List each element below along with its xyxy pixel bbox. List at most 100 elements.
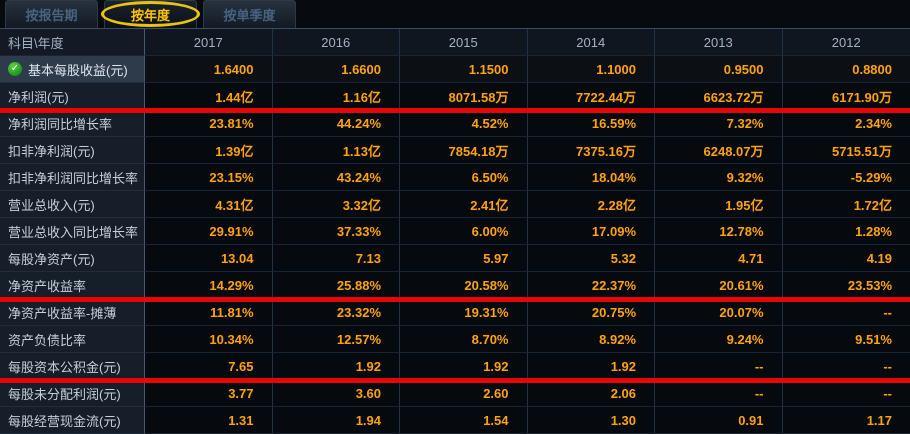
row-label-cell[interactable]: 扣非净利润同比增长率 — [0, 164, 145, 191]
cell-value: 1.6400 — [145, 56, 273, 83]
cell-value: 18.04% — [527, 164, 655, 191]
year-column-header[interactable]: 2016 — [272, 29, 400, 56]
tab-label: 按单季度 — [223, 8, 276, 23]
cell-value: 2.60 — [400, 380, 528, 407]
year-column-header[interactable]: 2017 — [145, 29, 273, 56]
cell-value: 19.31% — [400, 299, 528, 326]
table-row[interactable]: 营业总收入同比增长率 29.91% 37.33% 6.00% 17.09% 12… — [0, 218, 910, 245]
table-body: 基本每股收益(元) 1.6400 1.6600 1.1500 1.1000 0.… — [0, 56, 910, 434]
row-label: 每股净资产(元) — [8, 251, 95, 267]
cell-value: 7722.44万 — [527, 83, 655, 110]
row-label: 净利润同比增长率 — [8, 116, 113, 132]
row-label-cell[interactable]: 净利润同比增长率 — [0, 110, 145, 137]
cell-value: 3.77 — [145, 380, 273, 407]
row-label-cell[interactable]: 每股经营现金流(元) — [0, 407, 145, 434]
cell-value: 6623.72万 — [655, 83, 783, 110]
year-column-header[interactable]: 2013 — [655, 29, 783, 56]
cell-value: 10.34% — [145, 326, 273, 353]
cell-value: 37.33% — [272, 218, 400, 245]
cell-value: 1.92 — [272, 353, 400, 380]
cell-value: 23.53% — [782, 272, 910, 299]
year-column-header[interactable]: 2012 — [782, 29, 910, 56]
cell-value: 5.32 — [527, 245, 655, 272]
cell-value: 3.60 — [272, 380, 400, 407]
cell-value: 20.61% — [655, 272, 783, 299]
cell-value: 1.13亿 — [272, 137, 400, 164]
cell-value: 0.9500 — [655, 56, 783, 83]
cell-value: 4.52% — [400, 110, 528, 137]
table-row[interactable]: 净利润(元) 1.44亿 1.16亿 8071.58万 7722.44万 662… — [0, 83, 910, 113]
cell-value: 6248.07万 — [655, 137, 783, 164]
cell-value: 1.1500 — [400, 56, 528, 83]
year-column-header[interactable]: 2014 — [527, 29, 655, 56]
row-label-cell[interactable]: 净资产收益率 — [0, 272, 145, 299]
cell-value: 1.72亿 — [782, 191, 910, 218]
cell-value: -- — [782, 299, 910, 326]
cell-value: 7854.18万 — [400, 137, 528, 164]
table-row[interactable]: 扣非净利润同比增长率 23.15% 43.24% 6.50% 18.04% 9.… — [0, 164, 910, 191]
cell-value: 8071.58万 — [400, 83, 528, 110]
cell-value: 9.51% — [782, 326, 910, 353]
tab-by-year[interactable]: 按年度 — [101, 0, 200, 28]
cell-value: 23.15% — [145, 164, 273, 191]
row-label: 营业总收入同比增长率 — [8, 224, 139, 240]
table-row[interactable]: 净资产收益率-摊薄 11.81% 23.32% 19.31% 20.75% 20… — [0, 299, 910, 326]
cell-value: 1.92 — [527, 353, 655, 380]
cell-value: 20.07% — [655, 299, 783, 326]
cell-value: 7.13 — [272, 245, 400, 272]
cell-value: 4.31亿 — [145, 191, 273, 218]
cell-value: 6171.90万 — [782, 83, 910, 110]
cell-value: 9.32% — [655, 164, 783, 191]
table-row[interactable]: 扣非净利润(元) 1.39亿 1.13亿 7854.18万 7375.16万 6… — [0, 137, 910, 164]
cell-value: 7.32% — [655, 110, 783, 137]
table-row[interactable]: 每股经营现金流(元) 1.31 1.94 1.54 1.30 0.91 1.17 — [0, 407, 910, 434]
row-label-cell[interactable]: 每股资本公积金(元) — [0, 353, 145, 380]
row-label: 净利润(元) — [8, 89, 69, 105]
cell-value: 1.94 — [272, 407, 400, 434]
cell-value: 1.44亿 — [145, 83, 273, 110]
cell-value: 6.00% — [400, 218, 528, 245]
cell-value: 11.81% — [145, 299, 273, 326]
period-tabbar: 按报告期 按年度 按单季度 — [0, 0, 910, 28]
cell-value: 20.58% — [400, 272, 528, 299]
row-label-cell[interactable]: 扣非净利润(元) — [0, 137, 145, 164]
cell-value: 17.09% — [527, 218, 655, 245]
table-row[interactable]: 净利润同比增长率 23.81% 44.24% 4.52% 16.59% 7.32… — [0, 110, 910, 137]
cell-value: 5.97 — [400, 245, 528, 272]
row-label-cell[interactable]: 每股净资产(元) — [0, 245, 145, 272]
row-label: 每股未分配利润(元) — [8, 386, 121, 402]
table-row[interactable]: 资产负债比率 10.34% 12.57% 8.70% 8.92% 9.24% 9… — [0, 326, 910, 353]
cell-value: 8.70% — [400, 326, 528, 353]
cell-value: 43.24% — [272, 164, 400, 191]
row-label-cell[interactable]: 每股未分配利润(元) — [0, 380, 145, 407]
year-column-header[interactable]: 2015 — [400, 29, 528, 56]
row-label-cell[interactable]: 资产负债比率 — [0, 326, 145, 353]
cell-value: -5.29% — [782, 164, 910, 191]
corner-header: 科目\年度 — [0, 29, 145, 56]
table-row[interactable]: 每股净资产(元) 13.04 7.13 5.97 5.32 4.71 4.19 — [0, 245, 910, 272]
table-header-row: 科目\年度 2017 2016 2015 2014 2013 2012 — [0, 29, 910, 56]
cell-value: -- — [782, 353, 910, 380]
cell-value: 23.32% — [272, 299, 400, 326]
cell-value: 0.91 — [655, 407, 783, 434]
tab-label: 按年度 — [130, 8, 170, 23]
cell-value: 14.29% — [145, 272, 273, 299]
table-row[interactable]: 每股资本公积金(元) 7.65 1.92 1.92 1.92 -- -- — [0, 353, 910, 383]
row-label-cell[interactable]: 净资产收益率-摊薄 — [0, 299, 145, 326]
tab-by-report-period[interactable]: 按报告期 — [5, 0, 98, 28]
row-label-cell[interactable]: 营业总收入(元) — [0, 191, 145, 218]
cell-value: 1.16亿 — [272, 83, 400, 110]
cell-value: 29.91% — [145, 218, 273, 245]
table-row[interactable]: 基本每股收益(元) 1.6400 1.6600 1.1500 1.1000 0.… — [0, 56, 910, 83]
row-label-cell[interactable]: 营业总收入同比增长率 — [0, 218, 145, 245]
cell-value: 2.41亿 — [400, 191, 528, 218]
row-label-cell[interactable]: 净利润(元) — [0, 83, 145, 110]
table-row[interactable]: 净资产收益率 14.29% 25.88% 20.58% 22.37% 20.61… — [0, 272, 910, 302]
cell-value: 7.65 — [145, 353, 273, 380]
cell-value: 2.06 — [527, 380, 655, 407]
table-row[interactable]: 每股未分配利润(元) 3.77 3.60 2.60 2.06 -- -- — [0, 380, 910, 407]
row-label-cell[interactable]: 基本每股收益(元) — [0, 56, 145, 83]
table-row[interactable]: 营业总收入(元) 4.31亿 3.32亿 2.41亿 2.28亿 1.95亿 1… — [0, 191, 910, 218]
tab-by-quarter[interactable]: 按单季度 — [203, 0, 296, 28]
cell-value: 5715.51万 — [782, 137, 910, 164]
